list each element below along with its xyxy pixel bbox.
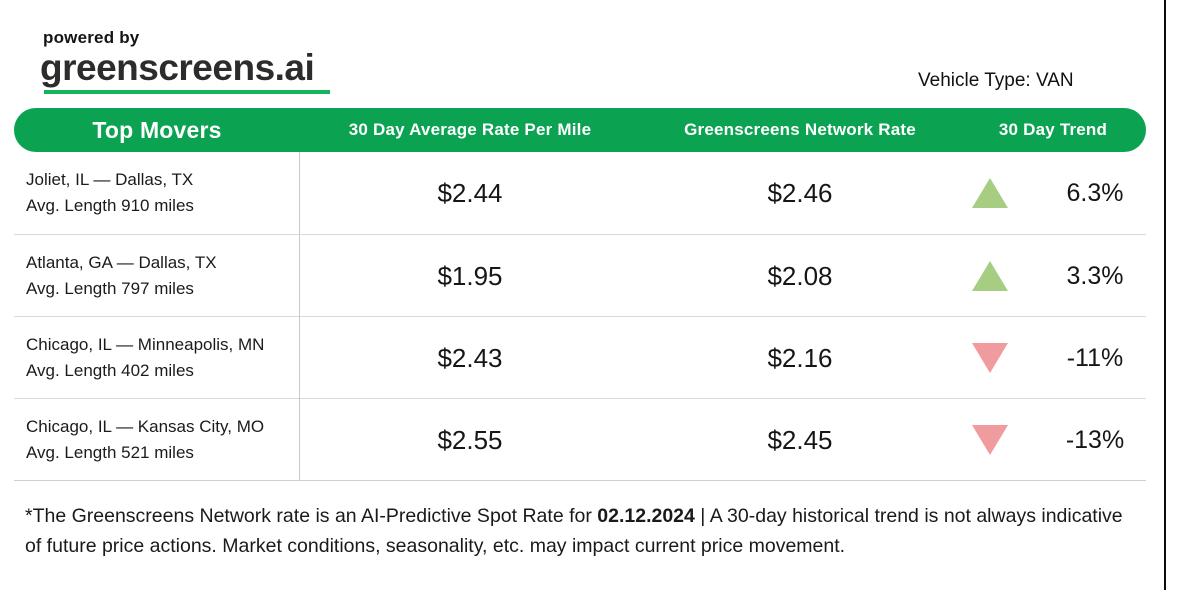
route-label: Joliet, IL — Dallas, TX — [26, 170, 194, 189]
table-row: Atlanta, GA — Dallas, TX Avg. Length 797… — [14, 234, 1146, 317]
trend-cell: 3.3% — [960, 261, 1146, 291]
route-cell: Joliet, IL — Dallas, TX Avg. Length 910 … — [14, 152, 300, 234]
header-network-rate: Greenscreens Network Rate — [684, 120, 916, 139]
avg-rate-cell: $2.44 — [437, 177, 503, 208]
route-cell: Atlanta, GA — Dallas, TX Avg. Length 797… — [14, 235, 300, 317]
trend-cell: -13% — [960, 425, 1146, 455]
footnote-date: 02.12.2024 — [597, 505, 695, 527]
trend-cell: 6.3% — [960, 178, 1146, 208]
trend-percent: 3.3% — [1066, 261, 1124, 290]
footnote-text-2: | A 30-day historical trend is not alway… — [25, 505, 1123, 557]
network-rate-cell: $2.45 — [767, 424, 833, 455]
brand-underline — [44, 89, 330, 94]
trend-down-icon — [972, 425, 1008, 455]
header-top-movers: Top Movers — [92, 116, 222, 143]
vehicle-type-label: Vehicle Type: VAN — [918, 70, 1074, 91]
network-rate-cell: $2.16 — [767, 342, 833, 373]
footnote-text-1: *The Greenscreens Network rate is an AI-… — [25, 505, 598, 527]
trend-percent: -11% — [1066, 343, 1124, 372]
route-label: Chicago, IL — Kansas City, MO — [26, 417, 265, 436]
table-body: Joliet, IL — Dallas, TX Avg. Length 910 … — [14, 152, 1146, 481]
right-edge-line — [1164, 0, 1166, 590]
header-trend: 30 Day Trend — [998, 120, 1108, 139]
route-length-label: Avg. Length 910 miles — [26, 196, 194, 215]
brand-logo: powered by greenscreens.ai — [40, 28, 330, 94]
header-avg-rate: 30 Day Average Rate Per Mile — [348, 120, 592, 139]
table-row: Chicago, IL — Minneapolis, MN Avg. Lengt… — [14, 316, 1146, 399]
footnote: *The Greenscreens Network rate is an AI-… — [25, 501, 1133, 561]
table-header-row: Top Movers 30 Day Average Rate Per Mile … — [14, 108, 1146, 152]
table-row: Chicago, IL — Kansas City, MO Avg. Lengt… — [14, 398, 1146, 481]
brand-name: greenscreens.ai — [40, 47, 315, 88]
route-length-label: Avg. Length 521 miles — [26, 443, 194, 462]
powered-by-label: powered by — [43, 28, 140, 47]
trend-up-icon — [972, 178, 1008, 208]
table-row: Joliet, IL — Dallas, TX Avg. Length 910 … — [14, 152, 1146, 234]
network-rate-cell: $2.08 — [767, 260, 833, 291]
trend-up-icon — [972, 261, 1008, 291]
trend-down-icon — [972, 343, 1008, 373]
avg-rate-cell: $1.95 — [437, 260, 503, 291]
route-length-label: Avg. Length 797 miles — [26, 279, 194, 298]
route-cell: Chicago, IL — Minneapolis, MN Avg. Lengt… — [14, 317, 300, 399]
trend-percent: -13% — [1065, 425, 1125, 454]
avg-rate-cell: $2.43 — [437, 342, 503, 373]
route-length-label: Avg. Length 402 miles — [26, 361, 194, 380]
network-rate-cell: $2.46 — [767, 177, 833, 208]
route-label: Chicago, IL — Minneapolis, MN — [26, 335, 265, 354]
route-cell: Chicago, IL — Kansas City, MO Avg. Lengt… — [14, 399, 300, 481]
avg-rate-cell: $2.55 — [437, 424, 503, 455]
trend-cell: -11% — [960, 343, 1146, 373]
route-label: Atlanta, GA — Dallas, TX — [26, 253, 217, 272]
trend-percent: 6.3% — [1066, 178, 1124, 207]
